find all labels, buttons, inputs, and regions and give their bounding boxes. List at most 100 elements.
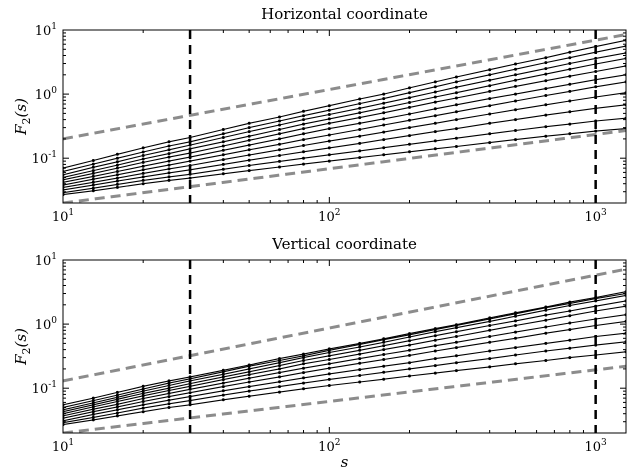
data-point xyxy=(247,373,251,377)
x-tick-label: 101 xyxy=(52,208,74,225)
data-point xyxy=(358,111,362,115)
data-point xyxy=(568,99,572,103)
data-point xyxy=(221,162,225,166)
data-point xyxy=(91,174,95,178)
data-point xyxy=(568,309,572,313)
data-point xyxy=(514,67,517,71)
data-point xyxy=(221,389,225,393)
data-point xyxy=(544,134,548,138)
data-point xyxy=(141,389,145,393)
data-point xyxy=(167,391,171,395)
data-point xyxy=(141,175,145,179)
data-point xyxy=(544,318,548,322)
data-point xyxy=(433,95,437,99)
data-point xyxy=(115,405,119,409)
data-point xyxy=(358,141,362,145)
series-line-3 xyxy=(63,294,626,411)
data-point xyxy=(278,119,281,123)
series-line-6 xyxy=(63,314,626,417)
data-point xyxy=(221,144,225,148)
data-point xyxy=(188,159,192,163)
data-point xyxy=(141,154,145,157)
data-point xyxy=(408,96,411,100)
data-point xyxy=(408,126,411,130)
data-point xyxy=(488,357,492,361)
data-point xyxy=(327,133,331,137)
data-point xyxy=(247,126,251,130)
data-point xyxy=(382,353,386,356)
data-point xyxy=(594,129,598,133)
data-point xyxy=(91,410,95,414)
data-point xyxy=(433,328,437,332)
data-point xyxy=(302,138,305,142)
data-point xyxy=(454,335,458,338)
data-point xyxy=(115,408,119,412)
data-point xyxy=(454,346,458,350)
data-point xyxy=(91,159,95,162)
data-point xyxy=(488,328,492,332)
data-point xyxy=(454,136,458,140)
data-point xyxy=(568,56,572,60)
y-tick-label: 101 xyxy=(35,22,57,39)
data-point xyxy=(568,110,572,114)
data-point xyxy=(247,164,251,167)
data-point xyxy=(247,364,251,368)
data-point xyxy=(488,78,492,82)
panel-horizontal: 10-1 100 101 Horizontal coordinate F2(s) xyxy=(12,5,627,204)
data-point xyxy=(358,361,362,365)
data-point xyxy=(247,148,251,152)
data-point xyxy=(278,159,281,163)
data-point xyxy=(358,345,362,349)
data-point xyxy=(91,171,95,175)
data-point xyxy=(514,138,517,142)
data-point xyxy=(115,400,119,403)
series-line-2 xyxy=(63,292,626,409)
series-line-8 xyxy=(63,92,626,188)
data-point xyxy=(247,367,251,371)
data-point xyxy=(433,338,437,342)
panel-title: Horizontal coordinate xyxy=(261,5,428,23)
y-tick-label: 100 xyxy=(35,86,58,103)
data-point xyxy=(278,115,281,119)
data-point xyxy=(488,89,492,93)
series-line-10 xyxy=(63,117,626,194)
data-point xyxy=(568,301,572,305)
data-point xyxy=(247,389,251,393)
data-point xyxy=(382,130,386,134)
data-point xyxy=(433,130,437,134)
series-line-8 xyxy=(63,332,626,422)
data-point xyxy=(382,117,386,121)
data-point xyxy=(167,381,171,385)
data-point xyxy=(115,414,119,418)
y-tick-label: 100 xyxy=(35,316,58,333)
data-point xyxy=(91,189,95,193)
y-tick-label: 10-1 xyxy=(32,150,57,167)
data-point xyxy=(327,121,331,125)
data-point xyxy=(327,104,331,108)
data-point xyxy=(514,118,517,122)
data-point xyxy=(488,340,492,344)
data-point xyxy=(141,157,145,161)
data-point xyxy=(514,92,517,96)
data-point xyxy=(408,150,411,154)
data-point xyxy=(568,89,572,93)
data-point xyxy=(91,165,95,169)
data-point xyxy=(568,356,572,360)
data-point xyxy=(408,361,411,365)
data-point xyxy=(544,113,548,117)
data-point xyxy=(115,176,119,180)
series-line-11 xyxy=(63,128,626,196)
data-point xyxy=(221,378,225,382)
series-line-3 xyxy=(63,52,626,176)
data-point xyxy=(247,138,251,142)
data-point xyxy=(221,158,225,162)
data-point xyxy=(488,68,492,72)
series-line-1 xyxy=(63,291,626,406)
data-point xyxy=(302,362,305,366)
data-point xyxy=(514,78,517,82)
data-point xyxy=(594,85,598,89)
data-point xyxy=(141,410,145,414)
data-point xyxy=(514,73,517,77)
data-point xyxy=(221,140,225,144)
data-point xyxy=(115,166,119,170)
